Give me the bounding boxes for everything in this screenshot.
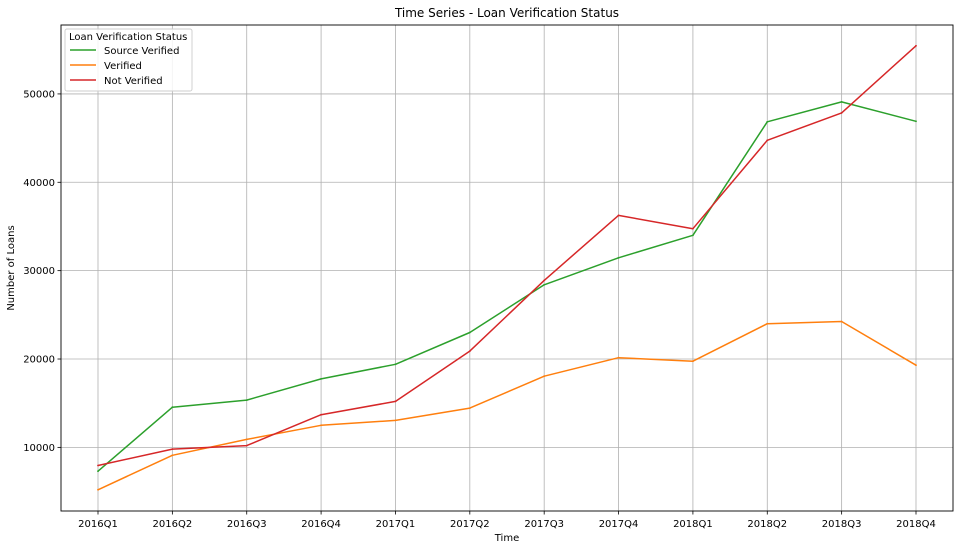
data-point-verified bbox=[171, 454, 174, 457]
data-point-not-verified bbox=[171, 448, 174, 450]
data-point-not-verified bbox=[543, 279, 546, 282]
data-point-verified bbox=[245, 438, 248, 441]
legend-title: Loan Verification Status bbox=[69, 32, 187, 43]
data-point-source-verified bbox=[766, 120, 769, 123]
data-point-not-verified bbox=[840, 112, 843, 114]
data-point-not-verified bbox=[320, 413, 322, 416]
data-point-source-verified bbox=[394, 363, 397, 366]
data-point-verified bbox=[543, 375, 546, 378]
x-tick-label: 2016Q1 bbox=[78, 519, 118, 530]
x-tick-label: 2018Q4 bbox=[896, 519, 936, 530]
series-line-source-verified bbox=[97, 101, 917, 472]
data-point-source-verified bbox=[468, 331, 471, 334]
legend-label-source-verified: Source Verified bbox=[104, 46, 179, 57]
data-point-source-verified bbox=[171, 406, 174, 409]
data-point-source-verified bbox=[840, 101, 843, 103]
x-tick-label: 2018Q2 bbox=[747, 519, 787, 530]
data-point-source-verified bbox=[97, 470, 99, 473]
y-tick-label: 10000 bbox=[23, 443, 55, 454]
data-point-source-verified bbox=[543, 283, 546, 286]
x-tick-label: 2018Q3 bbox=[822, 519, 862, 530]
data-point-verified bbox=[320, 424, 322, 427]
data-point-source-verified bbox=[617, 256, 620, 259]
x-tick-label: 2017Q4 bbox=[599, 519, 639, 530]
series-lines bbox=[97, 44, 917, 491]
data-point-verified bbox=[468, 407, 471, 409]
legend: Loan Verification Status Source Verified… bbox=[64, 28, 193, 92]
series-line-verified bbox=[97, 320, 917, 491]
x-tick-label: 2016Q3 bbox=[227, 519, 267, 530]
data-point-not-verified bbox=[915, 44, 917, 47]
data-point-not-verified bbox=[394, 400, 397, 403]
x-tick-label: 2017Q1 bbox=[376, 519, 416, 530]
data-point-verified bbox=[97, 488, 99, 491]
data-point-not-verified bbox=[692, 227, 694, 230]
axis-ticks: 2016Q1 2016Q2 2016Q3 2016Q4 2017Q1 2017Q2 2017… bbox=[23, 89, 936, 530]
data-point-not-verified bbox=[617, 214, 620, 217]
data-point-source-verified bbox=[320, 378, 322, 380]
x-axis-label: Time bbox=[494, 533, 519, 544]
legend-label-not-verified: Not Verified bbox=[104, 76, 163, 87]
y-tick-label: 50000 bbox=[23, 89, 55, 100]
data-point-verified bbox=[692, 360, 694, 363]
data-point-verified bbox=[617, 356, 620, 359]
legend-entries: Source Verified Verified Not Verified bbox=[70, 46, 179, 87]
legend-label-verified: Verified bbox=[104, 61, 142, 72]
data-point-verified bbox=[840, 320, 843, 323]
x-tick-label: 2018Q1 bbox=[673, 519, 713, 530]
y-axis-label: Number of Loans bbox=[6, 225, 17, 310]
x-tick-label: 2016Q4 bbox=[301, 519, 341, 530]
y-tick-label: 20000 bbox=[23, 355, 55, 366]
y-tick-label: 40000 bbox=[23, 178, 55, 189]
x-tick-label: 2016Q2 bbox=[153, 519, 193, 530]
plot-area-frame bbox=[60, 24, 954, 512]
data-point-not-verified bbox=[468, 350, 471, 352]
data-point-verified bbox=[766, 322, 769, 325]
x-tick-label: 2017Q3 bbox=[524, 519, 564, 530]
series-line-not-verified bbox=[97, 45, 917, 467]
x-tick-label: 2017Q2 bbox=[450, 519, 490, 530]
y-tick-label: 30000 bbox=[23, 266, 55, 277]
data-point-source-verified bbox=[692, 234, 694, 237]
data-point-verified bbox=[915, 364, 917, 367]
grid-lines bbox=[61, 25, 953, 511]
data-point-not-verified bbox=[245, 444, 248, 447]
chart-title: Time Series - Loan Verification Status bbox=[394, 6, 619, 20]
data-point-source-verified bbox=[915, 120, 917, 123]
legend-box bbox=[64, 28, 193, 92]
data-point-source-verified bbox=[245, 399, 248, 401]
data-point-not-verified bbox=[766, 139, 769, 142]
data-point-verified bbox=[394, 419, 397, 422]
data-point-not-verified bbox=[97, 464, 99, 467]
